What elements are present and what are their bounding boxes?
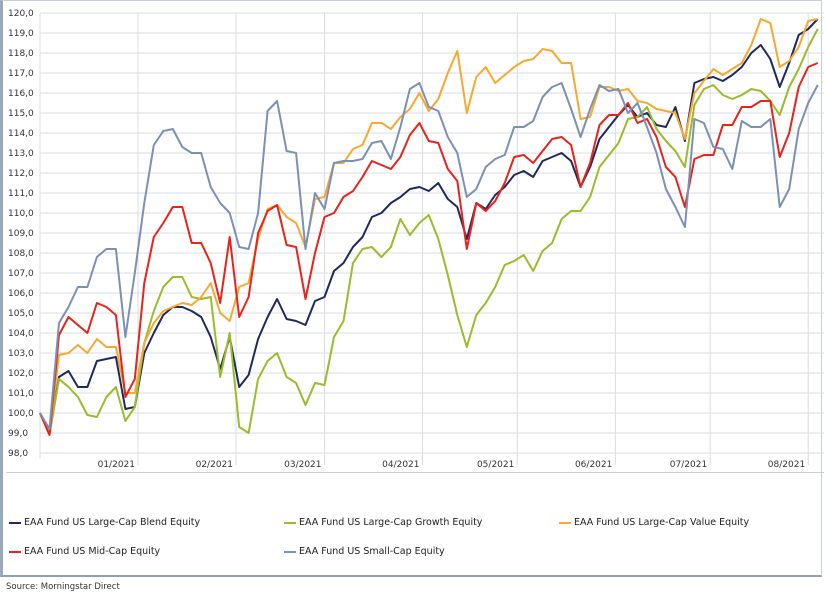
y-tick-label: 106,0 [8, 289, 34, 299]
y-tick-label: 104,0 [8, 329, 34, 339]
series-line-4 [39, 82, 819, 430]
legend-swatch [9, 521, 21, 524]
legend-swatch [284, 521, 296, 524]
y-tick-label: 99,0 [8, 429, 28, 439]
y-tick-label: 119,0 [8, 29, 34, 39]
y-tick-label: 111,0 [8, 189, 34, 199]
x-tick-label: 02/2021 [196, 460, 233, 470]
legend-swatch [284, 550, 296, 553]
y-tick-label: 102,0 [8, 369, 34, 379]
x-tick-label: 01/2021 [98, 460, 135, 470]
series-line-3 [39, 62, 819, 436]
y-tick-label: 113,0 [8, 149, 34, 159]
legend-item: EAA Fund US Large-Cap Blend Equity [9, 517, 200, 528]
legend-label: EAA Fund US Large-Cap Value Equity [574, 517, 750, 528]
y-tick-label: 101,0 [8, 389, 34, 399]
x-tick-label: 03/2021 [284, 460, 321, 470]
legend-label: EAA Fund US Large-Cap Growth Equity [299, 517, 483, 528]
source-note: Source: Morningstar Direct [6, 582, 120, 592]
y-tick-label: 110,0 [8, 209, 34, 219]
legend-label: EAA Fund US Mid-Cap Equity [24, 546, 161, 557]
y-tick-label: 98,0 [8, 449, 28, 459]
series-line-2 [39, 18, 818, 434]
y-tick-label: 100,0 [8, 409, 34, 419]
plot-area: 98,0 99,0 100,0 101,0 102,0 103,0 104,0 105,0 10… [6, 5, 824, 473]
y-tick-label: 112,0 [8, 169, 34, 179]
y-tick-label: 103,0 [8, 349, 34, 359]
y-tick-label: 117,0 [8, 69, 34, 79]
x-tick-label: 06/2021 [575, 460, 612, 470]
y-tick-label: 107,0 [8, 269, 34, 279]
y-tick-label: 116,0 [8, 89, 34, 99]
x-tick-label: 07/2021 [670, 460, 707, 470]
legend-item: EAA Fund US Large-Cap Value Equity [559, 517, 749, 528]
line-chart: 98,0 99,0 100,0 101,0 102,0 103,0 104,0 105,0 10… [8, 9, 824, 470]
y-tick-label: 118,0 [8, 49, 34, 59]
chart-frame: 98,0 99,0 100,0 101,0 102,0 103,0 104,0 105,0 10… [0, 0, 824, 577]
x-tick-label: 05/2021 [477, 460, 514, 470]
legend-swatch [559, 521, 571, 524]
series-line-0 [39, 18, 819, 434]
y-tick-label: 120,0 [8, 9, 34, 19]
y-tick-label: 109,0 [8, 229, 34, 239]
series-line-1 [39, 28, 819, 436]
legend-item: EAA Fund US Small-Cap Equity [284, 546, 445, 557]
y-tick-label: 108,0 [8, 249, 34, 259]
y-tick-label: 105,0 [8, 309, 34, 319]
y-tick-label: 115,0 [8, 109, 34, 119]
legend: EAA Fund US Large-Cap Blend Equity EAA Fu… [9, 517, 824, 569]
x-tick-label: 08/2021 [768, 460, 805, 470]
legend-label: EAA Fund US Large-Cap Blend Equity [24, 517, 201, 528]
legend-item: EAA Fund US Large-Cap Growth Equity [284, 517, 482, 528]
y-tick-label: 114,0 [8, 129, 34, 139]
legend-swatch [9, 550, 21, 553]
legend-item: EAA Fund US Mid-Cap Equity [9, 546, 160, 557]
legend-label: EAA Fund US Small-Cap Equity [299, 546, 445, 557]
x-tick-label: 04/2021 [382, 460, 419, 470]
